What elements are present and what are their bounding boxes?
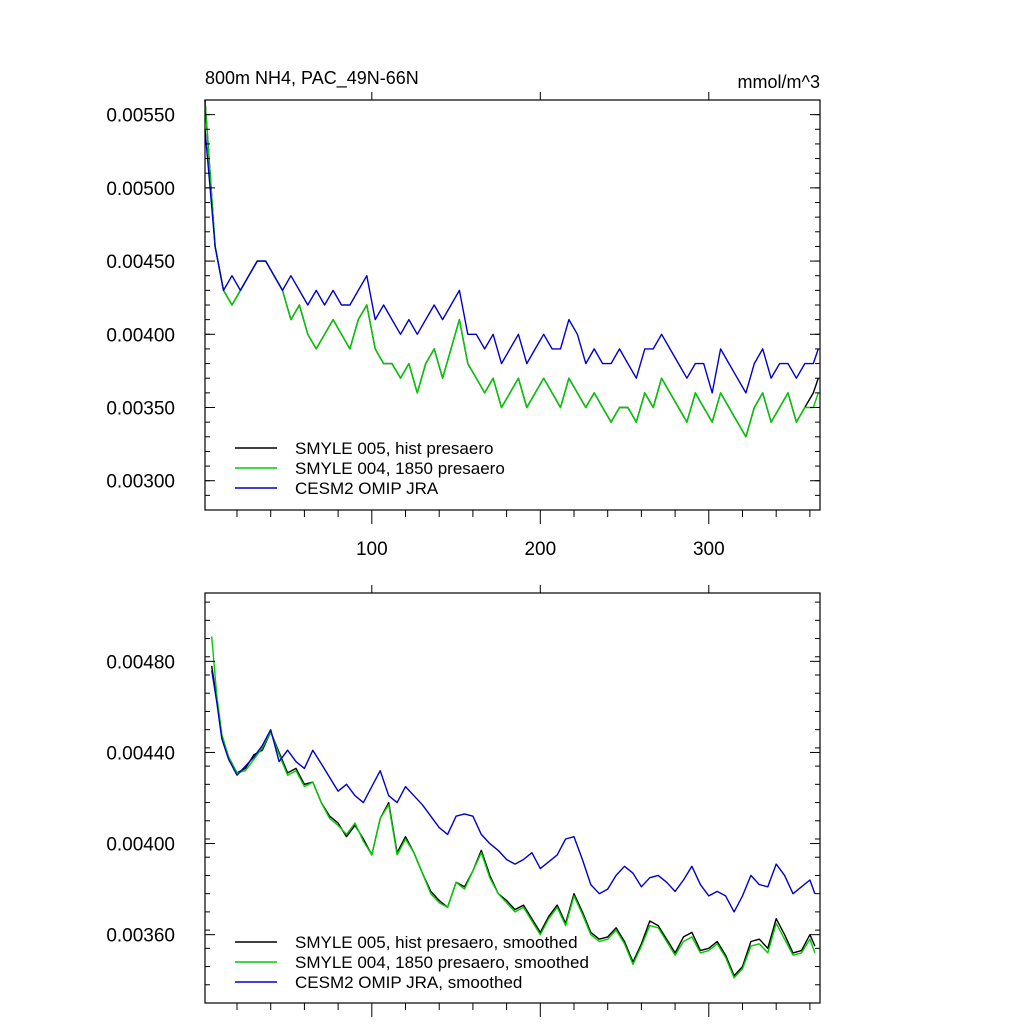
- top-x-tick-label: 100: [356, 539, 388, 560]
- top-legend-label-0: SMYLE 005, hist presaero: [295, 439, 493, 458]
- bottom-panel-frame: [204, 592, 821, 1004]
- top-panel-units-label: mmol/m^3: [738, 72, 820, 92]
- bottom-legend-label-2: CESM2 OMIP JRA, smoothed: [295, 973, 522, 992]
- top-panel-series-lines: [204, 99, 819, 438]
- top-y-tick-label: 0.00300: [106, 472, 175, 493]
- bottom-y-tick-label: 0.00400: [106, 835, 175, 856]
- bottom-y-tick-label: 0.00360: [106, 926, 175, 947]
- bottom-series-line-0: [211, 665, 816, 977]
- top-x-tick-label: 200: [524, 539, 556, 560]
- bottom-panel-y-tick-labels: 0.00480 0.00440 0.00400 0.00360: [106, 652, 175, 946]
- bottom-y-tick-label: 0.00480: [106, 652, 175, 673]
- bottom-series-line-1: [211, 636, 816, 979]
- top-x-tick-label: 300: [693, 539, 725, 560]
- bottom-legend-label-0: SMYLE 005, hist presaero, smoothed: [295, 933, 578, 952]
- bottom-y-tick-label: 0.00440: [106, 743, 175, 764]
- bottom-panel-series-lines: [211, 636, 816, 979]
- top-panel-y-tick-labels: 0.00550 0.00500 0.00450 0.00400 0.00350 0.003…: [106, 106, 175, 493]
- top-y-tick-label: 0.00350: [106, 399, 175, 420]
- bottom-panel: 0.00480 0.00440 0.00400 0.00360 SMYLE 005, …: [106, 585, 821, 1017]
- top-panel-ticks: [205, 92, 820, 524]
- top-y-tick-label: 0.00500: [106, 179, 175, 200]
- top-panel: 0.00550 0.00500 0.00450 0.00400 0.00350 0.003…: [106, 68, 821, 560]
- bottom-legend-label-1: SMYLE 004, 1850 presaero, smoothed: [295, 953, 589, 972]
- top-y-tick-label: 0.00550: [106, 106, 175, 127]
- bottom-series-line-2: [211, 670, 816, 913]
- top-panel-title: 800m NH4, PAC_49N-66N: [205, 68, 419, 89]
- top-series-line-1: [204, 99, 819, 438]
- top-legend-label-1: SMYLE 004, 1850 presaero: [295, 459, 505, 478]
- top-y-tick-label: 0.00450: [106, 252, 175, 273]
- bottom-panel-legend: SMYLE 005, hist presaero, smoothedSMYLE …: [235, 933, 589, 992]
- top-series-line-2: [204, 129, 819, 394]
- bottom-panel-ticks: [205, 585, 820, 1017]
- top-panel-x-tick-labels: 100 200 300: [356, 539, 725, 560]
- top-y-tick-label: 0.00400: [106, 325, 175, 346]
- top-series-line-0: [204, 99, 819, 438]
- top-legend-label-2: CESM2 OMIP JRA: [295, 479, 439, 498]
